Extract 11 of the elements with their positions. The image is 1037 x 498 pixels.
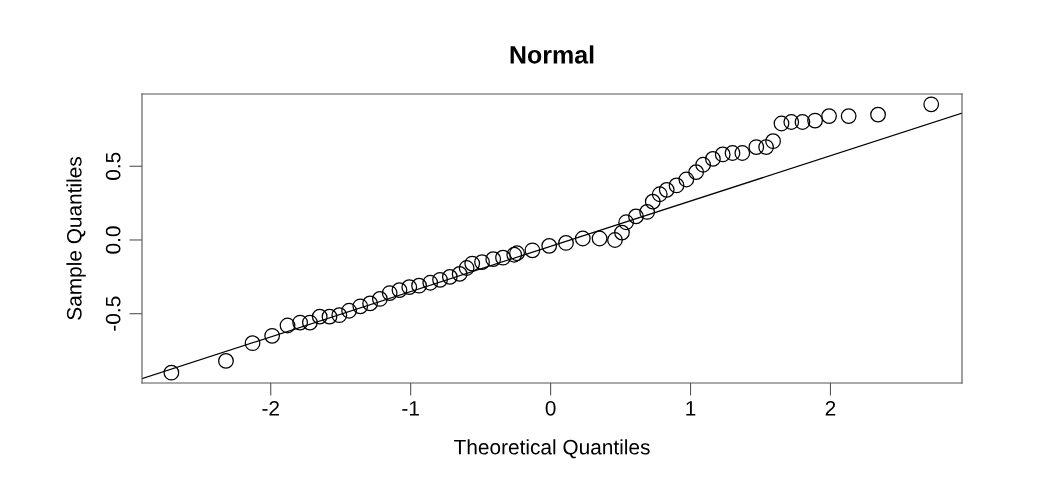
x-tick-label: 2 xyxy=(825,400,836,416)
x-tick-label: -1 xyxy=(402,401,419,416)
x-axis-title: Theoretical Quantiles xyxy=(454,439,650,459)
x-tick-label: 0 xyxy=(545,400,556,416)
x-tick-label: 1 xyxy=(686,401,696,416)
x-tick-label: -2 xyxy=(262,400,279,416)
y-axis-title: Sample Quantiles xyxy=(66,157,86,320)
chart-title: Normal xyxy=(510,45,594,64)
y-tick-label: 0.0 xyxy=(105,226,121,254)
y-tick-label: -0.5 xyxy=(105,296,121,331)
y-tick-label: 0.5 xyxy=(105,152,121,180)
